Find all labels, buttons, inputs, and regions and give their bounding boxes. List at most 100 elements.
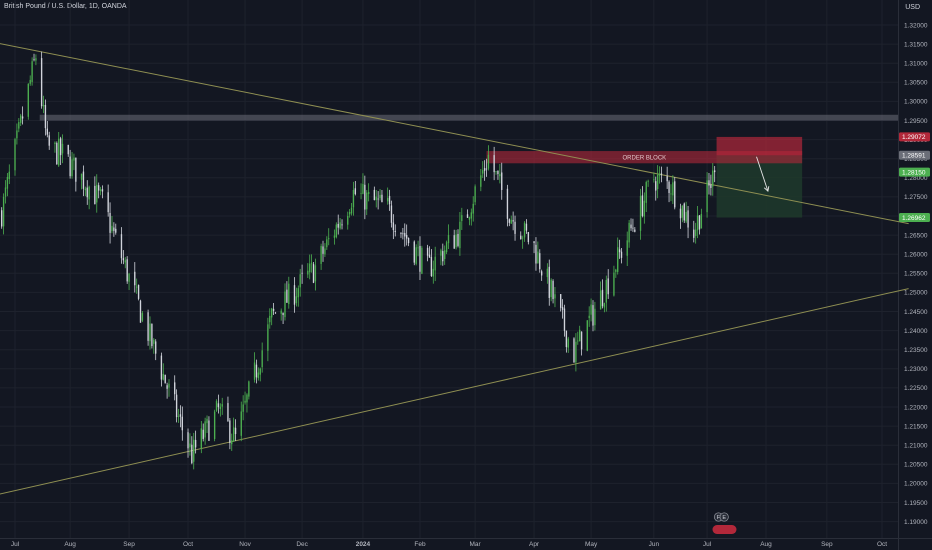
- price-label-bg: [899, 132, 930, 142]
- candle-body: [282, 312, 284, 316]
- x-tick-label: Mar: [470, 541, 482, 548]
- candle: [80, 173, 83, 190]
- candle-body: [174, 382, 176, 395]
- candle: [455, 229, 457, 250]
- candle: [693, 220, 695, 243]
- y-tick-label: 1.24500: [904, 309, 928, 316]
- candle-body: [179, 414, 182, 417]
- price-label-badge: 1.26962: [899, 212, 930, 222]
- candle: [354, 180, 357, 196]
- candle: [56, 141, 58, 165]
- candle-body: [310, 262, 313, 264]
- candle-body: [404, 233, 406, 237]
- candle-body: [497, 170, 499, 175]
- candle: [674, 177, 676, 210]
- y-tick-label: 1.26000: [904, 252, 928, 259]
- candle: [647, 179, 649, 187]
- x-tick-label: Sep: [123, 541, 135, 548]
- candle: [73, 153, 75, 171]
- candle: [683, 202, 685, 223]
- candle: [417, 240, 419, 257]
- candle: [71, 151, 73, 179]
- y-tick-label: 1.20000: [904, 481, 928, 488]
- candle: [483, 160, 486, 181]
- candle: [337, 214, 339, 235]
- candle: [660, 166, 663, 183]
- candle-body: [347, 215, 349, 225]
- candle: [419, 236, 421, 280]
- candle-body: [388, 195, 391, 205]
- candle-body: [111, 225, 113, 232]
- earnings-flag-icon[interactable]: [712, 525, 737, 534]
- order-block-zone: [486, 151, 803, 164]
- candle-body: [594, 308, 596, 326]
- candle: [191, 436, 193, 465]
- candle: [272, 303, 275, 316]
- candle: [174, 375, 176, 401]
- candle: [366, 190, 368, 216]
- candle: [373, 186, 376, 201]
- candle: [206, 415, 208, 433]
- candle-body: [257, 372, 260, 379]
- candle: [539, 249, 541, 273]
- candle-body: [482, 170, 484, 174]
- candle-body: [320, 245, 322, 264]
- candle: [617, 237, 619, 275]
- candle-body: [270, 308, 273, 318]
- candle-body: [280, 310, 282, 314]
- y-tick-label: 1.20500: [904, 462, 928, 469]
- candle: [4, 180, 7, 204]
- candle-body: [82, 171, 85, 189]
- candle-body: [4, 187, 7, 197]
- y-tick-label: 1.27500: [904, 194, 928, 201]
- candle: [341, 219, 343, 230]
- candle: [379, 188, 381, 201]
- candle: [141, 311, 144, 323]
- candle: [575, 333, 577, 372]
- candle: [14, 137, 16, 176]
- candle: [497, 170, 499, 180]
- candle-body: [248, 381, 250, 397]
- candle-body: [375, 196, 377, 201]
- candle-body: [189, 443, 191, 448]
- candle-body: [617, 247, 619, 272]
- x-tick-label: Dec: [296, 541, 308, 548]
- candle-body: [535, 244, 537, 264]
- candle: [540, 269, 543, 281]
- candle: [525, 219, 528, 234]
- candle-body: [620, 251, 623, 258]
- candle-body: [405, 234, 408, 239]
- candle-body: [61, 143, 64, 154]
- candle: [31, 57, 33, 86]
- candle: [656, 165, 659, 199]
- candle-body: [46, 128, 49, 135]
- candle: [147, 309, 149, 346]
- price-label-text: 1.28591: [902, 153, 926, 160]
- candle-body: [455, 234, 457, 248]
- candle-body: [42, 105, 45, 107]
- candle: [712, 163, 714, 196]
- candle-body: [641, 195, 644, 216]
- x-tick-label: Aug: [64, 541, 76, 548]
- candle-body: [653, 179, 655, 181]
- candle-body: [660, 173, 663, 175]
- event-marker-icon[interactable]: [719, 512, 729, 522]
- currency-label[interactable]: USD: [905, 4, 920, 11]
- candle-body: [94, 185, 96, 205]
- candle-body: [232, 427, 235, 442]
- candle-body: [362, 183, 364, 194]
- candle-body: [20, 115, 22, 123]
- candle: [246, 393, 248, 413]
- candle-body: [668, 181, 670, 193]
- candle-body: [274, 312, 277, 314]
- candle: [227, 396, 229, 423]
- candle: [124, 257, 126, 269]
- time-axis[interactable]: Jul Aug Sep Oct Nov Dec 2024 Feb Mar Apr May Jun Jul…: [11, 541, 887, 548]
- price-axis[interactable]: 1.32000 1.31500 1.31000 1.30500 1.30000 1.295…: [899, 22, 930, 526]
- candle-body: [483, 168, 486, 171]
- candle-body: [639, 195, 642, 231]
- candle-body: [44, 104, 47, 129]
- candle: [537, 241, 539, 264]
